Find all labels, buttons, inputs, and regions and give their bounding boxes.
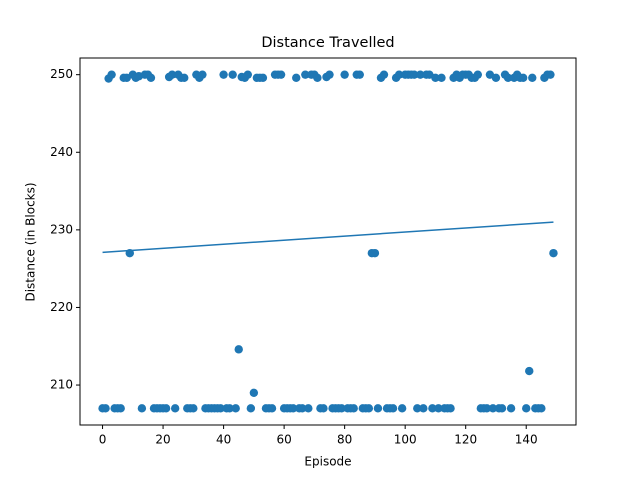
point	[446, 404, 455, 413]
x-tick-label: 100	[394, 433, 417, 447]
point	[258, 73, 268, 82]
point	[355, 70, 364, 79]
point	[337, 404, 346, 413]
x-tick-label: 0	[99, 433, 107, 447]
point	[198, 70, 207, 79]
point	[137, 404, 147, 413]
point	[522, 404, 531, 413]
point	[549, 248, 558, 258]
x-tick-label: 20	[155, 433, 170, 447]
point	[503, 73, 513, 82]
point	[340, 70, 349, 79]
point	[537, 404, 546, 413]
y-tick-label: 210	[50, 378, 73, 392]
point	[228, 70, 237, 79]
point	[301, 70, 310, 79]
chart-title: Distance Travelled	[261, 35, 394, 51]
point	[234, 345, 243, 354]
point	[304, 404, 313, 413]
point	[298, 404, 307, 413]
point	[107, 70, 116, 79]
point	[276, 70, 286, 79]
point	[518, 73, 528, 82]
point	[413, 404, 422, 413]
point	[349, 404, 358, 413]
y-tick-label: 250	[50, 67, 73, 81]
point	[146, 73, 156, 82]
point	[431, 73, 440, 82]
point	[288, 404, 298, 413]
point	[497, 404, 507, 413]
x-tick-label: 40	[216, 433, 231, 447]
point	[410, 70, 419, 79]
point	[397, 404, 407, 413]
point	[216, 404, 225, 413]
point	[170, 404, 180, 413]
point	[225, 404, 234, 413]
point	[364, 404, 374, 413]
point	[491, 73, 501, 82]
point	[437, 73, 446, 82]
y-tick-label: 230	[50, 222, 73, 236]
point	[292, 73, 301, 82]
point	[180, 73, 189, 82]
point	[506, 404, 516, 413]
point	[167, 70, 177, 79]
trend-line	[102, 221, 554, 254]
point	[325, 70, 334, 79]
point	[525, 366, 534, 376]
point	[219, 70, 228, 79]
point	[428, 404, 437, 413]
point	[189, 404, 198, 413]
point	[473, 70, 482, 79]
point	[231, 404, 240, 413]
x-tick-label: 80	[337, 433, 352, 447]
point	[319, 404, 328, 413]
point	[313, 73, 322, 82]
point	[267, 404, 277, 413]
point	[482, 404, 492, 413]
x-tick-label: 60	[276, 433, 291, 447]
plot-frame	[79, 57, 577, 426]
point	[416, 70, 425, 79]
point	[388, 404, 398, 413]
point	[546, 70, 555, 79]
point	[528, 73, 537, 82]
y-tick-label: 220	[50, 300, 73, 314]
point	[101, 404, 110, 413]
point	[246, 404, 256, 413]
point	[243, 70, 253, 79]
point	[161, 404, 171, 413]
point	[373, 404, 383, 413]
point	[394, 70, 404, 79]
x-axis-label: Episode	[304, 455, 351, 469]
x-tick-label: 120	[454, 433, 477, 447]
point	[379, 70, 389, 79]
point	[419, 404, 428, 413]
point	[434, 404, 443, 413]
x-tick-label: 140	[515, 433, 538, 447]
point	[249, 388, 259, 398]
point	[370, 248, 380, 258]
y-tick-label: 240	[50, 145, 73, 159]
point	[116, 404, 125, 413]
point	[488, 404, 498, 413]
y-axis-label: Distance (in Blocks)	[24, 182, 38, 301]
